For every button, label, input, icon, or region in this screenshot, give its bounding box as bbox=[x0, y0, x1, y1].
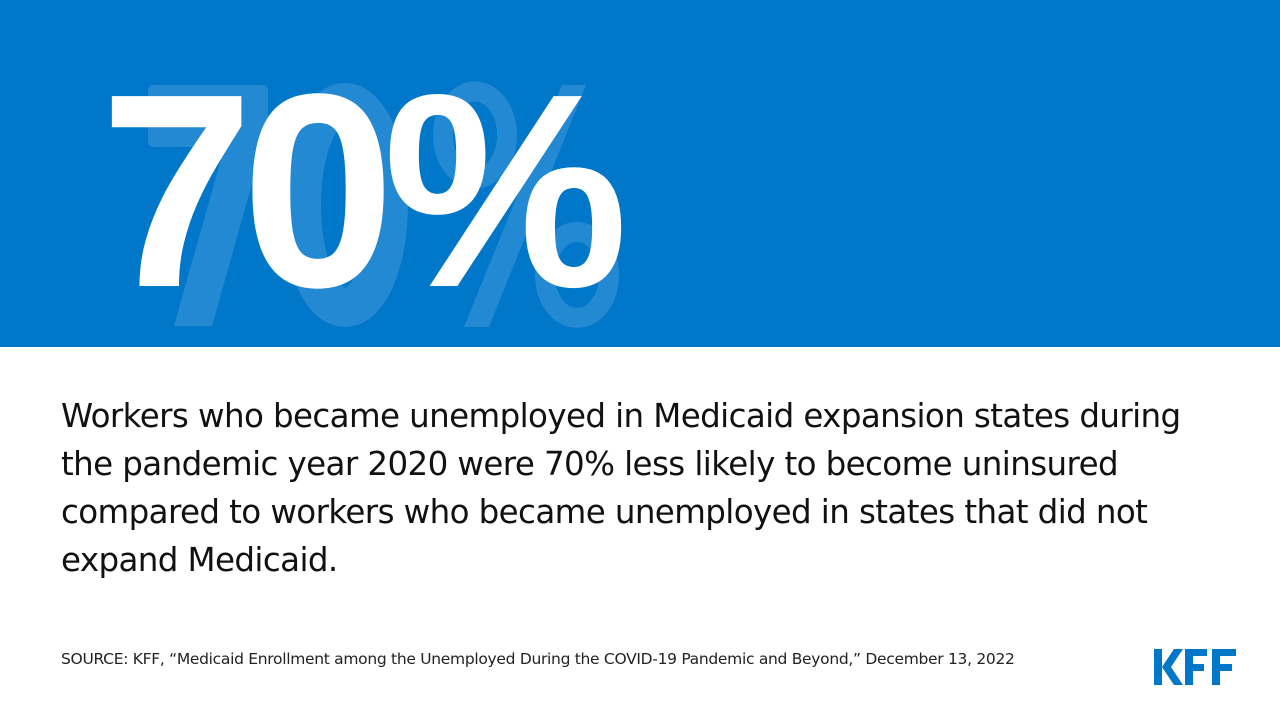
watermark-percent-lower-ring bbox=[535, 222, 619, 328]
statement-text: Workers who became unemployed in Medicai… bbox=[61, 397, 1181, 579]
headline-watermark bbox=[148, 81, 619, 328]
watermark-percent-upper-ring bbox=[433, 81, 517, 189]
headline-banner: 70% bbox=[0, 0, 1280, 347]
watermark-seven-stem bbox=[174, 120, 270, 326]
watermark-percent-slash bbox=[464, 85, 586, 327]
headline-stat: 70% bbox=[100, 37, 628, 345]
watermark-zero bbox=[282, 83, 408, 327]
source-citation: SOURCE: KFF, “Medicaid Enrollment among … bbox=[61, 650, 1015, 668]
kff-logo bbox=[1154, 649, 1236, 685]
